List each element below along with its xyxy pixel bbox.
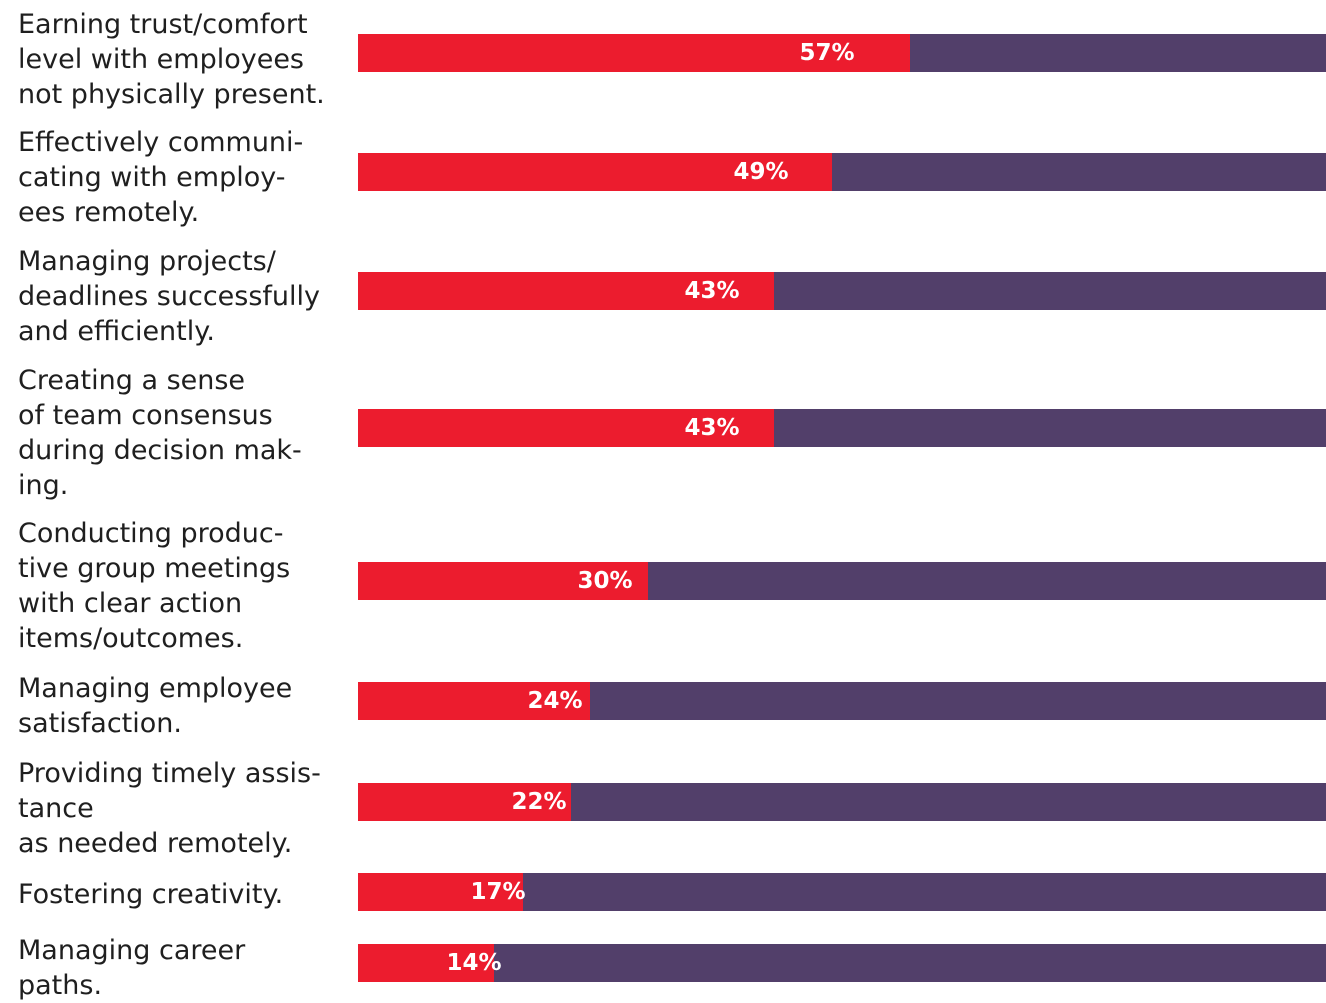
bar-track: 43%	[358, 409, 1326, 447]
bar-track: 49%	[358, 153, 1326, 191]
category-label: Creating a sense of team consensus durin…	[18, 365, 302, 501]
bar-value-label: 14%	[446, 950, 502, 976]
bar	[358, 682, 590, 720]
bar	[358, 272, 774, 310]
bar	[358, 783, 571, 821]
bar	[358, 944, 494, 982]
bar	[358, 562, 648, 600]
bar-track: 43%	[358, 272, 1326, 310]
bar	[358, 873, 523, 911]
bar	[358, 34, 910, 72]
category-label: Managing projects/ deadlines successfull…	[18, 246, 321, 347]
bar-value-label: 49%	[733, 159, 789, 185]
bar-track: 17%	[358, 873, 1326, 911]
bar-value-label: 43%	[684, 415, 740, 441]
bar-track: 57%	[358, 34, 1326, 72]
bar-value-label: 30%	[577, 568, 633, 594]
bar-track: 24%	[358, 682, 1326, 720]
category-label: Earning trust/comfort level with employe…	[18, 9, 325, 110]
bar	[358, 409, 774, 447]
category-label: Providing timely assis- tance as needed …	[18, 758, 321, 859]
bar-track: 22%	[358, 783, 1326, 821]
bar-value-label: 43%	[684, 278, 740, 304]
category-label: Managing employee satisfaction.	[18, 673, 293, 739]
bar-value-label: 24%	[527, 688, 583, 714]
bar-value-label: 22%	[511, 789, 567, 815]
bar-value-label: 57%	[799, 40, 855, 66]
category-label: Conducting produc- tive group meetings w…	[18, 518, 291, 654]
category-label: Managing career paths.	[18, 935, 246, 1001]
category-label: Effectively communi- cating with employ-…	[18, 127, 304, 228]
category-label: Fostering creativity.	[18, 879, 284, 910]
bar	[358, 153, 832, 191]
bar-track: 14%	[358, 944, 1326, 982]
bar-track: 30%	[358, 562, 1326, 600]
bar-value-label: 17%	[470, 879, 526, 905]
